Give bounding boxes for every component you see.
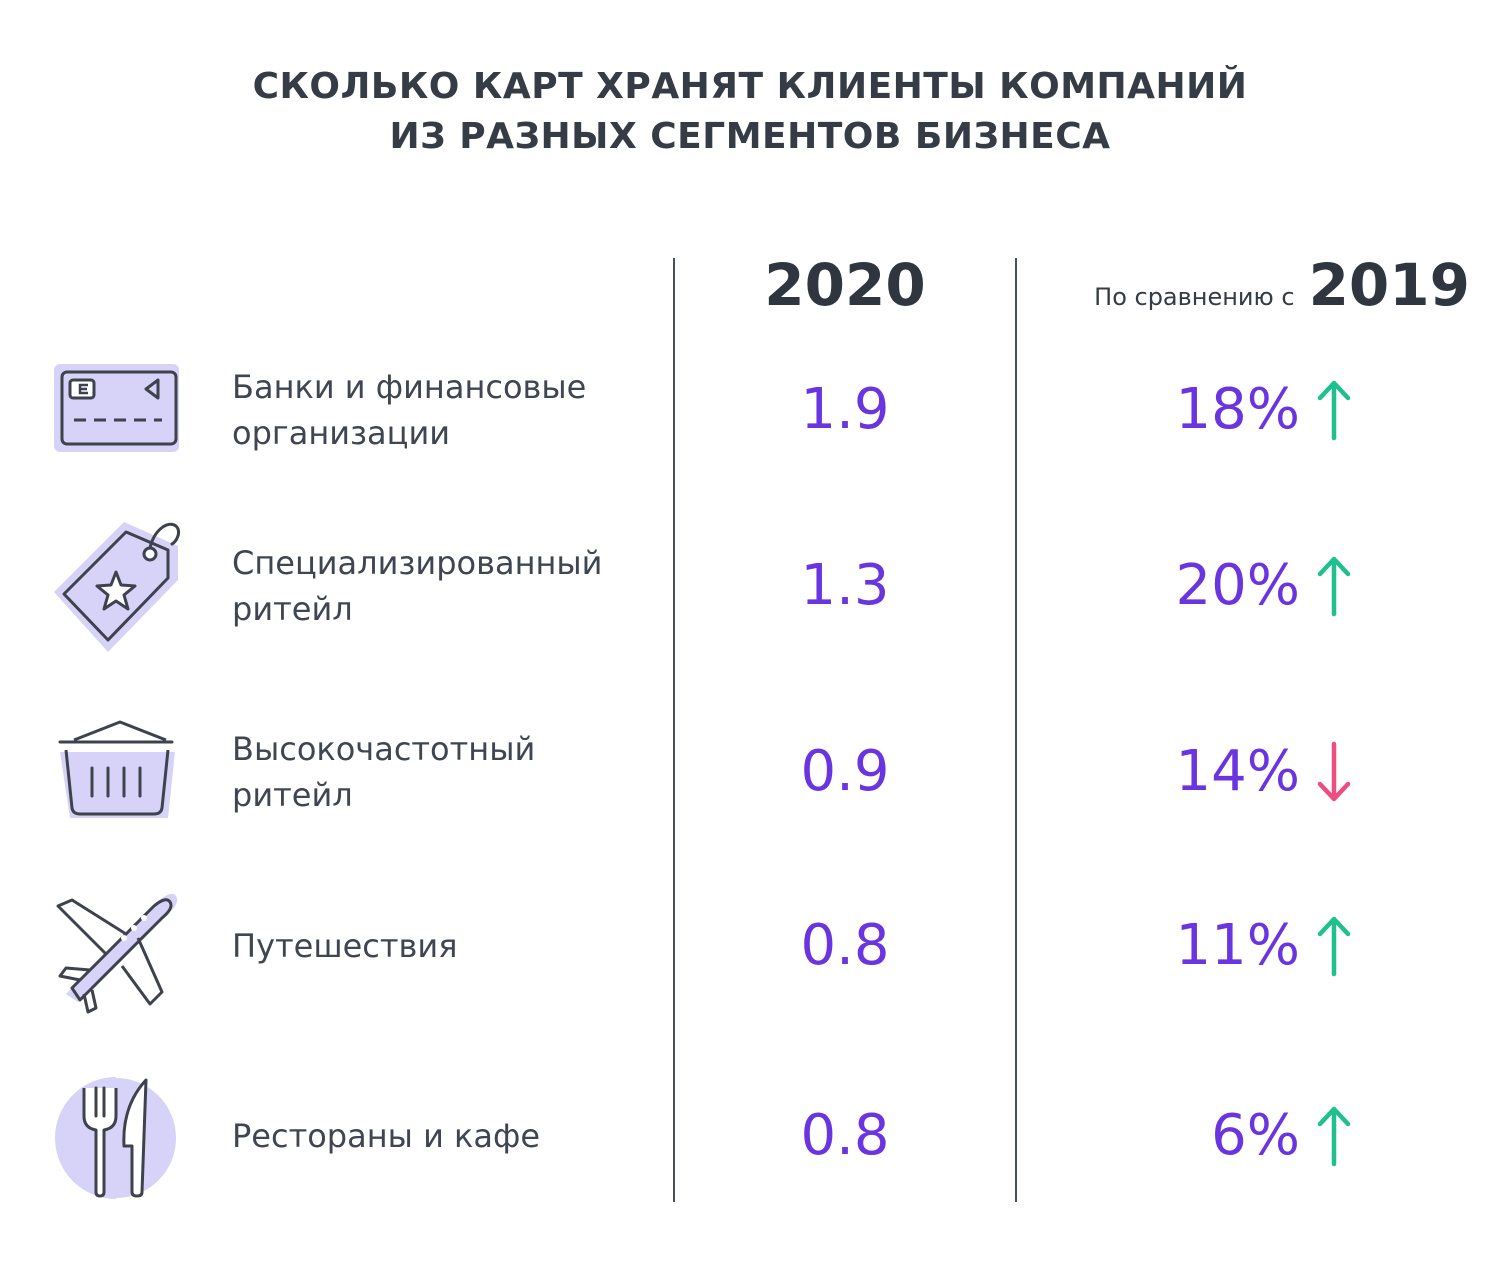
shopping-basket-icon [50,702,185,842]
arrow-up-icon [1312,876,1356,1016]
segment-label-high-frequency-retail-line-1: Высокочастотный [232,730,536,768]
value-2020-banks: 1.9 [800,377,890,442]
column-divider-right [1015,258,1017,1202]
segment-label-specialized-retail: Специализированный ритейл [232,516,652,656]
segment-label-restaurants: Рестораны и кафе [232,1066,652,1206]
table-row-travel: Путешествия 0.8 11% [0,876,1500,1016]
segment-label-restaurants-line-1: Рестораны и кафе [232,1117,541,1155]
change-banks: 18% [1175,377,1300,442]
segment-label-banks-line-1: Банки и финансовые [232,368,587,406]
change-restaurants: 6% [1211,1103,1300,1168]
fork-knife-icon [50,1066,185,1206]
table-row-high-frequency-retail: Высокочастотный ритейл 0.9 14% [0,702,1500,842]
column-header-2020: 2020 [764,251,926,319]
comparison-year: 2019 [1308,251,1470,319]
segment-label-travel-line-1: Путешествия [232,927,458,965]
arrow-down-icon [1312,702,1356,842]
arrow-up-icon [1312,516,1356,656]
arrow-up-icon [1312,340,1356,480]
arrow-up-icon [1312,1066,1356,1206]
table-row-specialized-retail: Специализированный ритейл 1.3 20% [0,516,1500,656]
change-high-frequency-retail: 14% [1175,739,1300,804]
price-tag-star-icon [50,516,185,656]
segment-label-high-frequency-retail-line-2: ритейл [232,776,353,814]
segment-label-banks: Банки и финансовые организации [232,340,652,480]
segment-label-banks-line-2: организации [232,414,451,452]
credit-card-icon [50,340,185,480]
table-row-banks: Банки и финансовые организации 1.9 18% [0,340,1500,480]
value-2020-high-frequency-retail: 0.9 [800,739,890,804]
column-divider-left [673,258,675,1202]
airplane-icon [50,876,185,1016]
comparison-label: По сравнению с [1094,283,1295,311]
chart-title-line-1: СКОЛЬКО КАРТ ХРАНЯТ КЛИЕНТЫ КОМПАНИЙ [252,66,1248,107]
change-travel: 11% [1175,913,1300,978]
segment-label-specialized-retail-line-2: ритейл [232,590,353,628]
table-row-restaurants: Рестораны и кафе 0.8 6% [0,1066,1500,1206]
segment-label-high-frequency-retail: Высокочастотный ритейл [232,702,652,842]
chart-title: СКОЛЬКО КАРТ ХРАНЯТ КЛИЕНТЫ КОМПАНИЙ ИЗ … [0,62,1500,162]
value-2020-specialized-retail: 1.3 [800,553,890,618]
column-header-comparison: По сравнению с 2019 [1030,250,1470,320]
value-2020-restaurants: 0.8 [800,1103,890,1168]
segment-label-specialized-retail-line-1: Специализированный [232,544,603,582]
segment-label-travel: Путешествия [232,876,652,1016]
chart-title-line-2: ИЗ РАЗНЫХ СЕГМЕНТОВ БИЗНЕСА [389,116,1111,157]
change-specialized-retail: 20% [1175,553,1300,618]
value-2020-travel: 0.8 [800,913,890,978]
